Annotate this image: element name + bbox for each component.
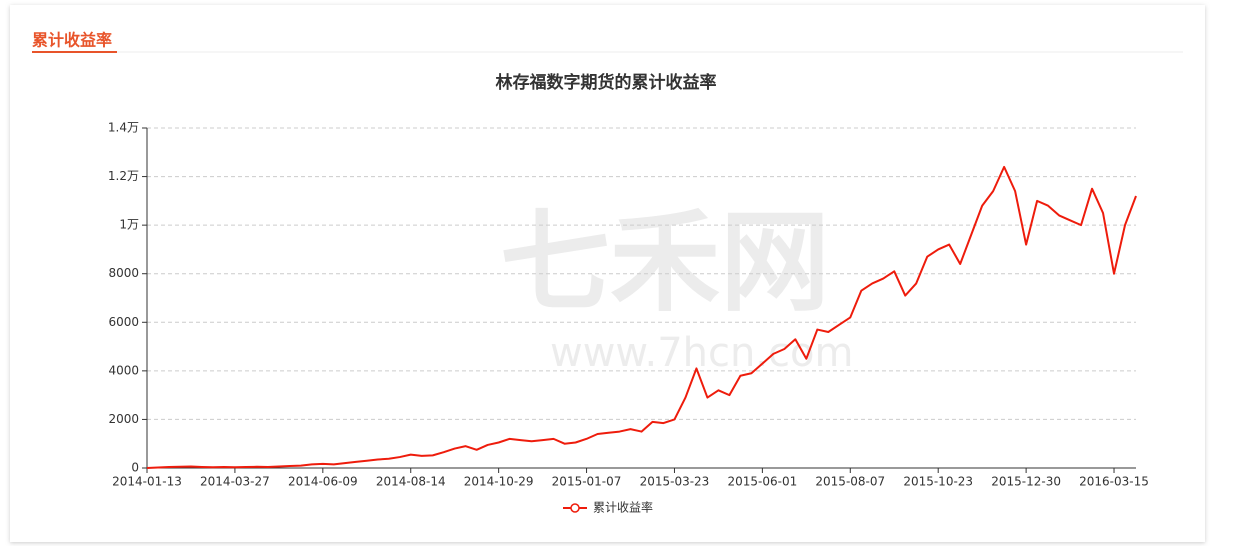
x-tick-label: 2014-01-13: [112, 475, 182, 489]
y-tick-label: 1.2万: [108, 169, 139, 183]
x-tick-label: 2015-01-07: [552, 475, 622, 489]
y-tick-label: 0: [131, 461, 139, 475]
y-tick-label: 2000: [108, 412, 139, 426]
y-tick-label: 4000: [108, 363, 139, 377]
x-tick-label: 2015-06-01: [728, 475, 798, 489]
x-tick-label: 2014-03-27: [200, 475, 270, 489]
x-tick-label: 2016-03-15: [1079, 475, 1149, 489]
y-tick-label: 6000: [108, 315, 139, 329]
watermark-logo: 七禾网: [500, 198, 830, 326]
chart-title: 林存福数字期货的累计收益率: [496, 72, 717, 93]
y-tick-label: 1.4万: [108, 121, 139, 135]
x-tick-label: 2014-10-29: [464, 475, 534, 489]
x-tick-label: 2015-10-23: [903, 475, 973, 489]
x-tick-label: 2014-08-14: [376, 475, 446, 489]
legend-marker: [570, 503, 580, 513]
x-tick-label: 2015-12-30: [991, 475, 1061, 489]
section-title: 累计收益率: [32, 31, 112, 50]
card: [10, 5, 1205, 542]
x-tick-label: 2015-08-07: [815, 475, 885, 489]
y-tick-label: 1万: [119, 218, 139, 232]
y-tick-label: 8000: [108, 266, 139, 280]
legend-label: 累计收益率: [593, 500, 653, 515]
x-tick-label: 2014-06-09: [288, 475, 358, 489]
x-tick-label: 2015-03-23: [640, 475, 710, 489]
line: [146, 165, 1137, 469]
